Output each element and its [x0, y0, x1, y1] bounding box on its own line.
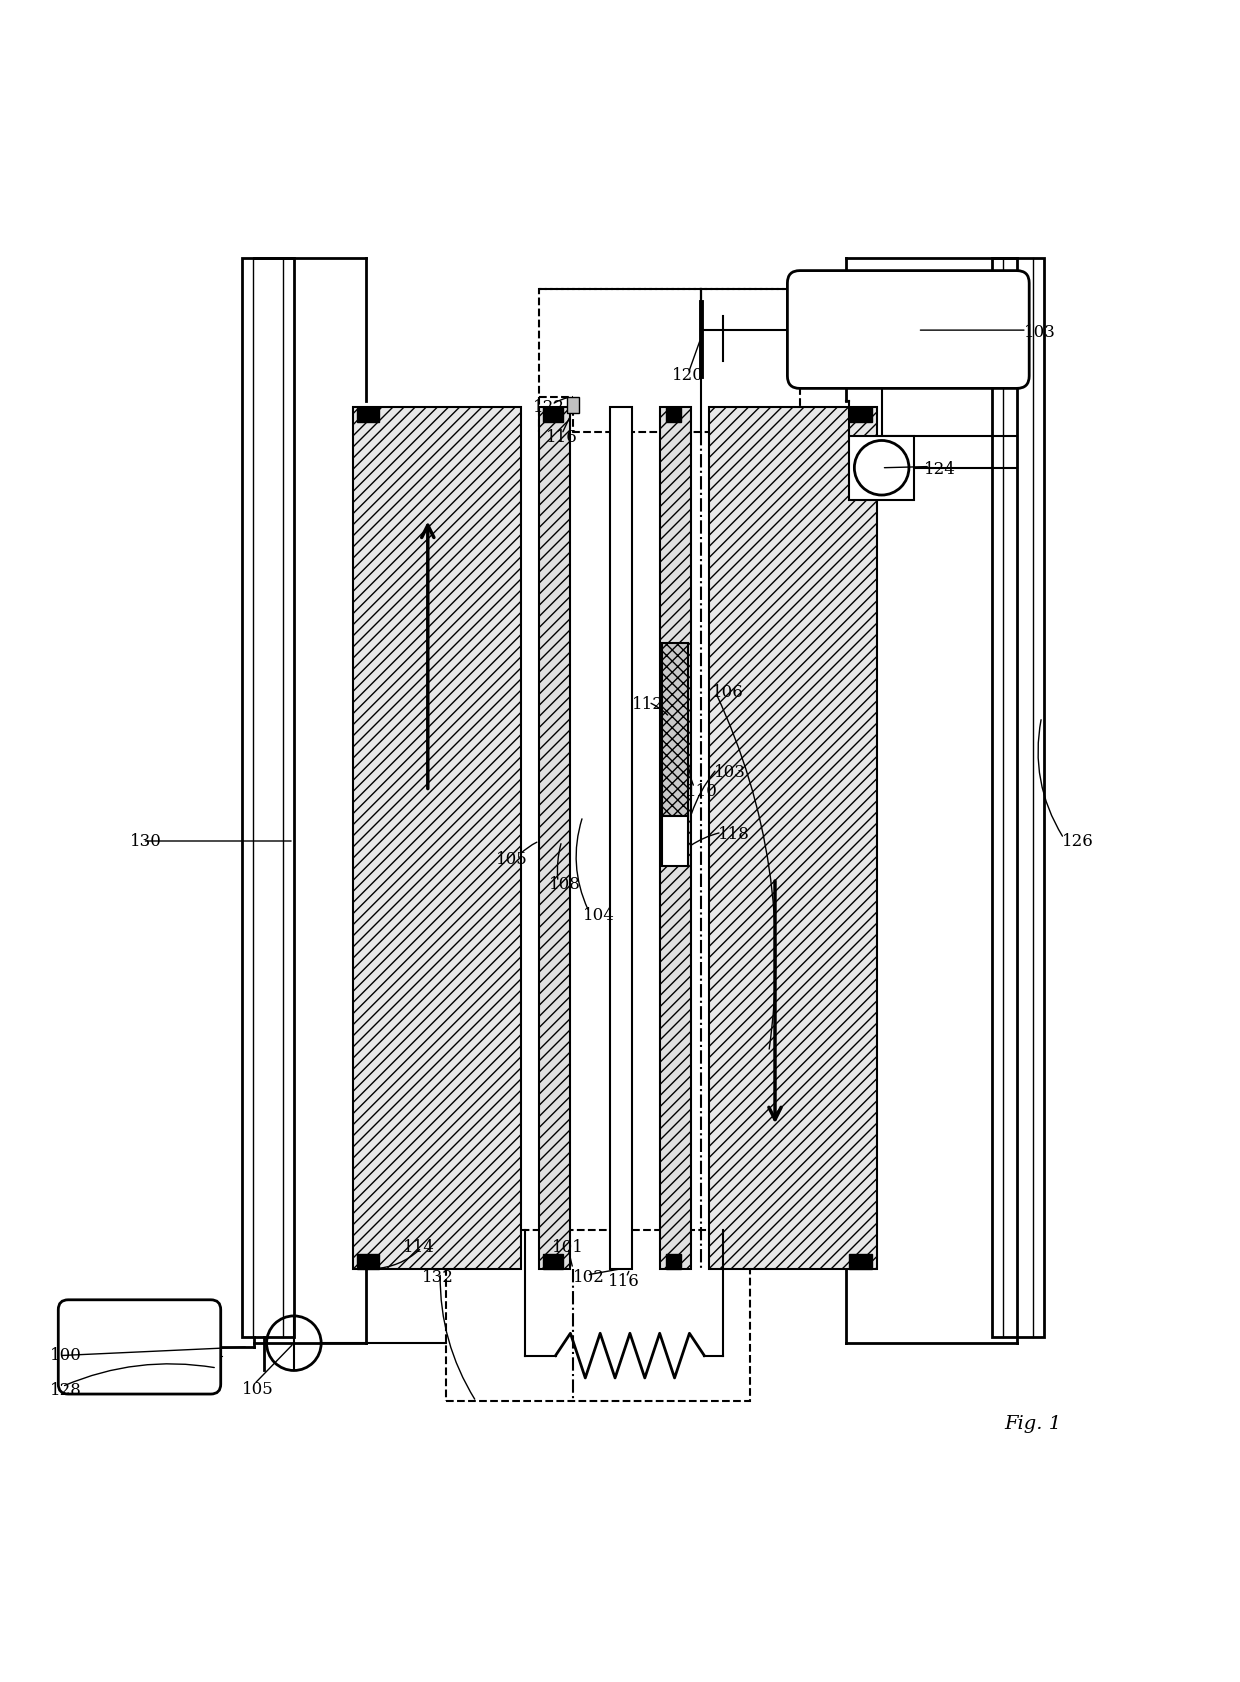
Bar: [662, 643, 688, 816]
Bar: [353, 407, 521, 1268]
FancyArrowPatch shape: [1038, 720, 1063, 836]
Text: 106: 106: [712, 683, 744, 701]
Text: 105: 105: [242, 1381, 274, 1398]
Bar: [849, 436, 914, 500]
FancyArrowPatch shape: [554, 397, 568, 404]
Bar: [446, 1230, 750, 1401]
Text: 100: 100: [50, 1347, 82, 1364]
Text: 126: 126: [1061, 833, 1094, 849]
FancyArrowPatch shape: [627, 1272, 629, 1275]
Bar: [539, 407, 570, 1268]
Text: 104: 104: [583, 907, 615, 923]
FancyArrowPatch shape: [688, 764, 693, 785]
FancyArrowPatch shape: [563, 419, 569, 432]
Bar: [666, 407, 681, 422]
Text: 130: 130: [130, 833, 162, 849]
FancyArrowPatch shape: [577, 819, 588, 910]
Text: 105: 105: [496, 851, 528, 868]
FancyArrowPatch shape: [569, 1250, 572, 1267]
FancyBboxPatch shape: [58, 1300, 221, 1394]
Bar: [660, 407, 691, 1268]
Bar: [539, 289, 800, 432]
Bar: [357, 1253, 379, 1268]
Bar: [242, 259, 294, 1337]
FancyBboxPatch shape: [787, 271, 1029, 389]
FancyArrowPatch shape: [651, 703, 667, 715]
Text: 112: 112: [632, 696, 665, 713]
Text: 118: 118: [718, 826, 750, 843]
FancyArrowPatch shape: [64, 1364, 215, 1386]
FancyArrowPatch shape: [691, 833, 719, 846]
Bar: [849, 407, 872, 422]
Text: 120: 120: [672, 367, 704, 385]
Text: 128: 128: [50, 1383, 82, 1399]
Bar: [543, 1253, 563, 1268]
Text: 103: 103: [1024, 325, 1056, 341]
Text: 108: 108: [549, 876, 582, 893]
FancyArrowPatch shape: [717, 695, 776, 1050]
Bar: [709, 407, 877, 1268]
FancyArrowPatch shape: [521, 843, 537, 854]
FancyArrowPatch shape: [589, 1270, 619, 1275]
Text: 122: 122: [533, 399, 565, 415]
Text: 103: 103: [714, 764, 746, 782]
FancyArrowPatch shape: [558, 844, 560, 880]
Bar: [357, 407, 379, 422]
Bar: [992, 259, 1044, 1337]
Bar: [610, 407, 632, 1268]
FancyArrowPatch shape: [689, 341, 699, 372]
FancyArrowPatch shape: [373, 1250, 419, 1268]
FancyArrowPatch shape: [692, 772, 715, 814]
Text: 114: 114: [403, 1240, 435, 1256]
Text: 116: 116: [546, 429, 578, 446]
Bar: [662, 816, 688, 866]
Text: 101: 101: [552, 1240, 584, 1256]
Bar: [666, 1253, 681, 1268]
Text: 116: 116: [608, 1273, 640, 1290]
Bar: [567, 397, 579, 414]
Text: 124: 124: [924, 461, 956, 478]
FancyArrowPatch shape: [257, 1346, 291, 1383]
FancyArrowPatch shape: [62, 1347, 246, 1356]
Bar: [849, 1253, 872, 1268]
Text: 132: 132: [422, 1268, 454, 1287]
Text: Fig. 1: Fig. 1: [1004, 1415, 1061, 1433]
Text: 102: 102: [573, 1268, 605, 1287]
Text: 110: 110: [686, 782, 718, 801]
FancyArrowPatch shape: [440, 1275, 475, 1399]
Bar: [543, 407, 563, 422]
